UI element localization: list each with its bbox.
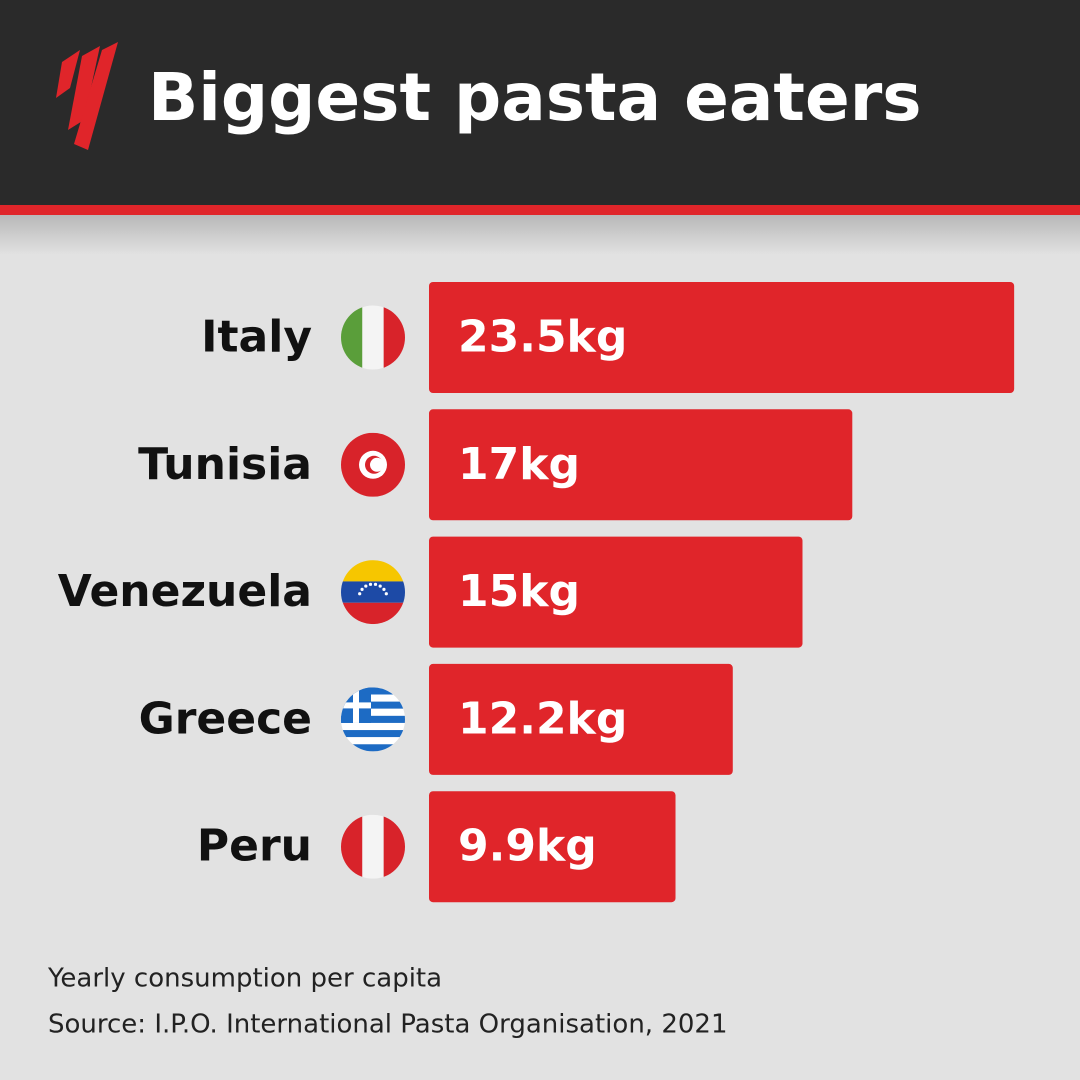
category-label: Peru xyxy=(197,821,312,872)
note: Yearly consumption per capita xyxy=(47,964,442,994)
flag-part xyxy=(384,592,388,596)
category-label: Greece xyxy=(139,693,312,744)
category-label: Italy xyxy=(201,312,312,363)
value-label: 17kg xyxy=(458,439,580,490)
bar xyxy=(429,409,853,521)
flag-part xyxy=(383,305,405,370)
flag xyxy=(341,432,405,497)
flag-part xyxy=(341,722,405,731)
flag-part xyxy=(341,701,405,709)
flag-part xyxy=(364,584,368,588)
category-label: Tunisia xyxy=(138,439,312,490)
header xyxy=(0,0,1080,206)
flag-part xyxy=(362,814,384,879)
flag xyxy=(341,560,405,625)
flag-part xyxy=(341,702,371,709)
flag xyxy=(341,687,405,752)
chart-title: Biggest pasta eaters xyxy=(148,59,922,136)
flag-part xyxy=(368,582,373,586)
flag-part xyxy=(341,744,405,752)
flag-part xyxy=(383,814,405,879)
flag-part xyxy=(358,592,362,596)
source: Source: I.P.O. International Pasta Organ… xyxy=(48,1010,728,1040)
category-label: Venezuela xyxy=(58,566,312,617)
flag-part xyxy=(341,560,405,582)
value-label: 15kg xyxy=(458,566,580,617)
flag-part xyxy=(370,457,384,472)
flag-part xyxy=(341,708,405,716)
flag-part xyxy=(382,587,386,591)
bar xyxy=(429,791,676,903)
flag-part xyxy=(362,305,384,370)
flag-part xyxy=(341,814,363,879)
logo xyxy=(56,42,118,150)
flag-part xyxy=(341,581,405,603)
flag-part xyxy=(360,587,364,591)
header-shadow xyxy=(0,215,1080,255)
value-label: 12.2kg xyxy=(458,693,627,744)
flag xyxy=(341,814,405,879)
bar xyxy=(429,282,1015,393)
value-label: 9.9kg xyxy=(458,821,597,872)
bar xyxy=(429,663,733,775)
flag-part xyxy=(341,730,405,738)
bar xyxy=(429,536,803,648)
flag-part xyxy=(341,305,363,370)
flag-part xyxy=(373,582,378,586)
flag-part xyxy=(341,687,405,695)
header-stripe xyxy=(0,205,1080,215)
flag-part xyxy=(341,737,405,745)
flag-part xyxy=(341,602,405,625)
flag-part xyxy=(341,715,405,723)
flag xyxy=(341,305,405,370)
value-label: 23.5kg xyxy=(458,312,627,363)
flag-part xyxy=(341,694,405,702)
flag-part xyxy=(378,584,382,588)
